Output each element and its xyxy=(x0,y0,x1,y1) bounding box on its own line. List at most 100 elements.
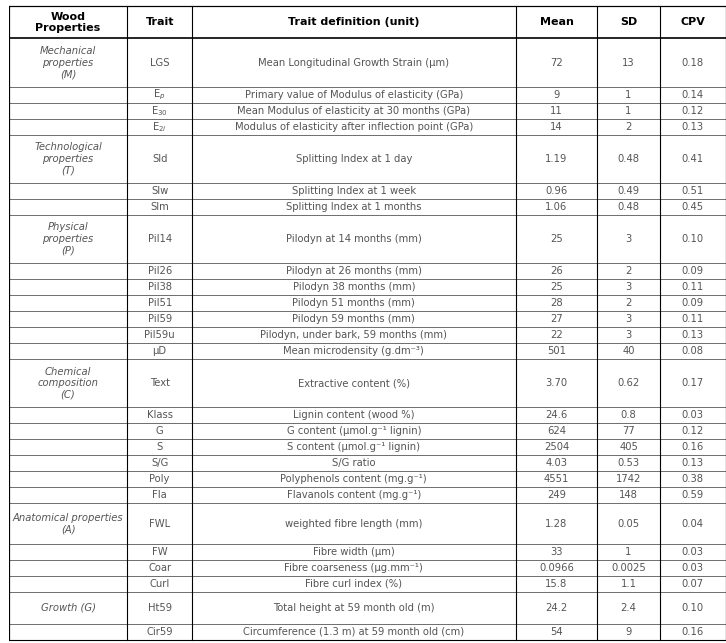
Text: 0.03: 0.03 xyxy=(682,410,704,421)
Text: Pil59u: Pil59u xyxy=(144,330,175,340)
Text: Total height at 59 month old (m): Total height at 59 month old (m) xyxy=(273,602,435,613)
Text: 3: 3 xyxy=(625,330,632,340)
Text: Pilodyn 51 months (mm): Pilodyn 51 months (mm) xyxy=(293,298,415,308)
Text: Polyphenols content (mg.g⁻¹): Polyphenols content (mg.g⁻¹) xyxy=(280,475,427,484)
Text: 54: 54 xyxy=(550,627,563,637)
Text: Growth (G): Growth (G) xyxy=(41,602,96,613)
Text: 0.51: 0.51 xyxy=(682,186,704,196)
Text: 0.13: 0.13 xyxy=(682,122,704,132)
Text: Pilodyn at 14 months (mm): Pilodyn at 14 months (mm) xyxy=(286,234,422,244)
Text: Chemical
composition
(C): Chemical composition (C) xyxy=(38,367,99,400)
Text: 0.09: 0.09 xyxy=(682,298,704,308)
Text: 0.10: 0.10 xyxy=(682,602,704,613)
Text: 624: 624 xyxy=(547,426,566,437)
Text: 9: 9 xyxy=(553,89,560,100)
Bar xyxy=(9,503,726,543)
Text: 28: 28 xyxy=(550,298,563,308)
Text: 11: 11 xyxy=(550,105,563,116)
Text: 501: 501 xyxy=(547,346,566,356)
Text: 0.11: 0.11 xyxy=(682,314,704,324)
Bar xyxy=(9,183,726,199)
Text: 405: 405 xyxy=(619,442,638,453)
Text: 1.1: 1.1 xyxy=(621,579,637,588)
Bar xyxy=(9,559,726,575)
Text: Splitting Index at 1 months: Splitting Index at 1 months xyxy=(286,202,422,212)
Bar xyxy=(9,439,726,455)
Text: Mean: Mean xyxy=(539,17,574,28)
Text: Pil26: Pil26 xyxy=(147,266,172,276)
Bar xyxy=(9,359,726,407)
Text: E$_p$: E$_p$ xyxy=(153,87,166,102)
Text: 4.03: 4.03 xyxy=(545,458,568,468)
Text: FW: FW xyxy=(152,547,168,557)
Text: 148: 148 xyxy=(619,491,638,500)
Text: Splitting Index at 1 week: Splitting Index at 1 week xyxy=(292,186,416,196)
Text: S/G ratio: S/G ratio xyxy=(332,458,375,468)
Bar xyxy=(9,87,726,103)
Text: Mean Modulus of elasticity at 30 months (GPa): Mean Modulus of elasticity at 30 months … xyxy=(237,105,470,116)
Text: 77: 77 xyxy=(622,426,635,437)
Text: 0.59: 0.59 xyxy=(682,491,704,500)
Text: 0.07: 0.07 xyxy=(682,579,704,588)
Text: 72: 72 xyxy=(550,58,563,68)
Text: Fibre coarseness (μg.mm⁻¹): Fibre coarseness (μg.mm⁻¹) xyxy=(285,563,423,573)
Text: Lignin content (wood %): Lignin content (wood %) xyxy=(293,410,415,421)
Text: 0.45: 0.45 xyxy=(682,202,704,212)
Text: Curl: Curl xyxy=(150,579,170,588)
Text: 0.09: 0.09 xyxy=(682,266,704,276)
Text: Fibre curl index (%): Fibre curl index (%) xyxy=(305,579,402,588)
Text: 0.0025: 0.0025 xyxy=(611,563,646,573)
Text: 0.41: 0.41 xyxy=(682,154,704,164)
Text: Physical
properties
(P): Physical properties (P) xyxy=(42,222,94,255)
Text: Mean Longitudinal Growth Strain (μm): Mean Longitudinal Growth Strain (μm) xyxy=(258,58,449,68)
Text: 15.8: 15.8 xyxy=(545,579,568,588)
Text: 0.18: 0.18 xyxy=(682,58,704,68)
Text: 0.03: 0.03 xyxy=(682,563,704,573)
Text: 40: 40 xyxy=(622,346,635,356)
Text: Circumference (1.3 m) at 59 month old (cm): Circumference (1.3 m) at 59 month old (c… xyxy=(243,627,465,637)
Text: 2504: 2504 xyxy=(544,442,569,453)
Text: 3: 3 xyxy=(625,234,632,244)
Bar xyxy=(9,624,726,640)
Text: Coar: Coar xyxy=(148,563,171,573)
Text: 9: 9 xyxy=(625,627,632,637)
Bar xyxy=(9,543,726,559)
Text: Wood
Properties: Wood Properties xyxy=(36,12,101,33)
Text: FWL: FWL xyxy=(149,518,170,529)
Text: Sld: Sld xyxy=(152,154,168,164)
Text: Extractive content (%): Extractive content (%) xyxy=(298,378,409,388)
Text: 0.8: 0.8 xyxy=(621,410,637,421)
Bar xyxy=(9,327,726,343)
Text: 0.14: 0.14 xyxy=(682,89,704,100)
Bar xyxy=(9,295,726,311)
Text: Pilodyn 59 months (mm): Pilodyn 59 months (mm) xyxy=(293,314,415,324)
Text: 24.2: 24.2 xyxy=(545,602,568,613)
Text: G: G xyxy=(156,426,163,437)
Text: 3: 3 xyxy=(625,282,632,292)
Text: 0.53: 0.53 xyxy=(618,458,640,468)
Text: S content (μmol.g⁻¹ lignin): S content (μmol.g⁻¹ lignin) xyxy=(287,442,420,453)
Text: 0.17: 0.17 xyxy=(682,378,704,388)
Text: Cir59: Cir59 xyxy=(147,627,173,637)
Text: S: S xyxy=(157,442,163,453)
Text: Klass: Klass xyxy=(147,410,173,421)
Text: Pil14: Pil14 xyxy=(147,234,172,244)
Bar xyxy=(9,6,726,39)
Text: 0.08: 0.08 xyxy=(682,346,704,356)
Text: 0.04: 0.04 xyxy=(682,518,704,529)
Bar xyxy=(9,279,726,295)
Text: Splitting Index at 1 day: Splitting Index at 1 day xyxy=(295,154,412,164)
Bar xyxy=(9,263,726,279)
Text: Slm: Slm xyxy=(150,202,169,212)
Bar xyxy=(9,134,726,183)
Text: Pil38: Pil38 xyxy=(147,282,171,292)
Text: 0.16: 0.16 xyxy=(682,627,704,637)
Text: CPV: CPV xyxy=(680,17,705,28)
Text: S/G: S/G xyxy=(151,458,168,468)
Text: 2: 2 xyxy=(625,298,632,308)
Text: 26: 26 xyxy=(550,266,563,276)
Text: Slw: Slw xyxy=(151,186,168,196)
Bar xyxy=(9,471,726,487)
Bar xyxy=(9,487,726,503)
Text: Pilodyn, under bark, 59 months (mm): Pilodyn, under bark, 59 months (mm) xyxy=(261,330,447,340)
